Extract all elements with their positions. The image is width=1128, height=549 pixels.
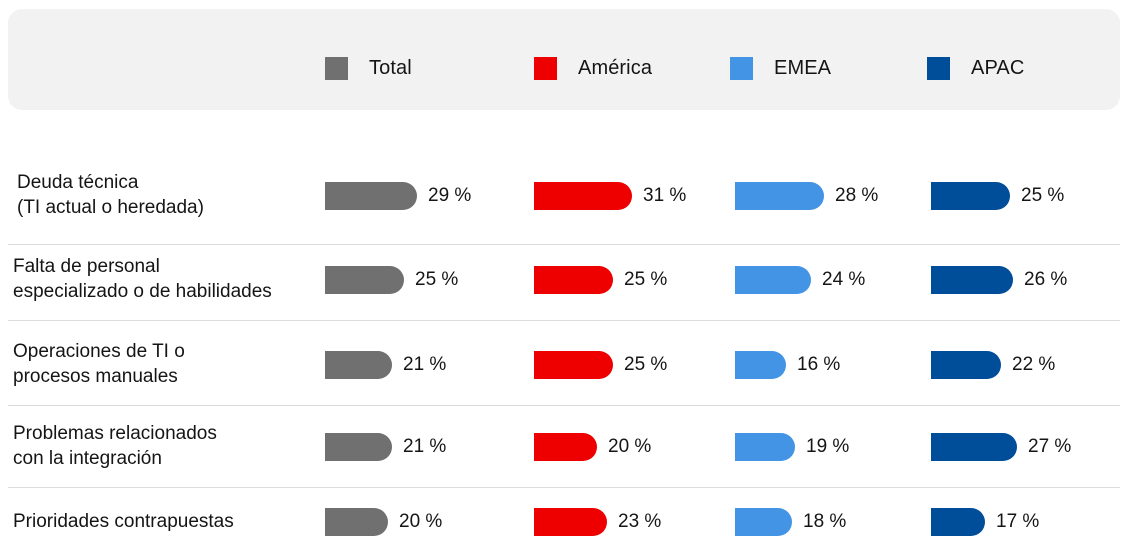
- legend-item: América: [534, 56, 652, 80]
- category-label: Problemas relacionados con la integración: [13, 421, 217, 471]
- category-label-line: (TI actual o heredada): [17, 197, 204, 218]
- bar: [735, 266, 811, 294]
- bar: [931, 182, 1010, 210]
- legend-item: EMEA: [730, 56, 831, 80]
- bar-value-label: 21 %: [403, 436, 447, 457]
- bar: [735, 433, 795, 461]
- bar: [325, 351, 392, 379]
- bar-value-label: 25 %: [415, 269, 459, 290]
- legend-item: APAC: [927, 56, 1024, 80]
- bar: [534, 182, 632, 210]
- legend-label: APAC: [971, 56, 1025, 79]
- bar-value-label: 20 %: [399, 511, 443, 532]
- bar-value-label: 25 %: [1021, 185, 1065, 206]
- bar: [534, 266, 613, 294]
- legend: Total América EMEA APAC: [8, 9, 1120, 110]
- bar-value-label: 18 %: [803, 511, 847, 532]
- bar-value-label: 16 %: [797, 354, 841, 375]
- legend-item: Total: [325, 56, 412, 80]
- legend-swatch: [534, 56, 557, 80]
- bar: [931, 266, 1013, 294]
- bar-value-label: 28 %: [835, 185, 879, 206]
- bar: [735, 508, 792, 536]
- bar: [931, 508, 985, 536]
- bar-value-label: 21 %: [403, 354, 447, 375]
- bar-value-label: 20 %: [608, 436, 652, 457]
- bar: [325, 266, 404, 294]
- bar: [735, 351, 786, 379]
- bar: [735, 182, 824, 210]
- bar-value-label: 26 %: [1024, 269, 1068, 290]
- row-divider: [8, 244, 1120, 245]
- bar: [931, 433, 1017, 461]
- category-label-line: Deuda técnica: [17, 172, 139, 193]
- category-label: Deuda técnica (TI actual o heredada): [17, 170, 204, 220]
- category-label-line: especializado o de habilidades: [13, 281, 272, 302]
- category-label-line: Operaciones de TI o: [13, 341, 185, 362]
- legend-label: EMEA: [774, 56, 832, 79]
- category-label: Prioridades contrapuestas: [13, 509, 234, 534]
- category-label: Operaciones de TI o procesos manuales: [13, 339, 185, 389]
- category-label-line: Problemas relacionados: [13, 423, 217, 444]
- bar: [325, 508, 388, 536]
- legend-label: Total: [369, 56, 412, 79]
- bar-value-label: 23 %: [618, 511, 662, 532]
- bar-value-label: 27 %: [1028, 436, 1072, 457]
- row-divider: [8, 487, 1120, 488]
- bar: [534, 433, 597, 461]
- bar-value-label: 29 %: [428, 185, 472, 206]
- bar-value-label: 25 %: [624, 269, 668, 290]
- row-divider: [8, 320, 1120, 321]
- category-label-line: Prioridades contrapuestas: [13, 510, 234, 532]
- category-label-line: Falta de personal: [13, 256, 160, 277]
- bar-value-label: 25 %: [624, 354, 668, 375]
- bar-value-label: 31 %: [643, 185, 687, 206]
- legend-swatch: [325, 56, 348, 80]
- bar: [325, 433, 392, 461]
- legend-swatch: [730, 56, 753, 80]
- bar: [325, 182, 417, 210]
- bar: [534, 351, 613, 379]
- bar: [534, 508, 607, 536]
- row-divider: [8, 405, 1120, 406]
- category-label-line: procesos manuales: [13, 366, 178, 387]
- bar-value-label: 22 %: [1012, 354, 1056, 375]
- legend-swatch: [927, 56, 950, 80]
- category-label-line: con la integración: [13, 448, 162, 469]
- bar: [931, 351, 1001, 379]
- legend-label: América: [578, 56, 653, 79]
- bar-value-label: 19 %: [806, 436, 850, 457]
- bar-value-label: 24 %: [822, 269, 866, 290]
- bar-value-label: 17 %: [996, 511, 1040, 532]
- category-label: Falta de personal especializado o de habi…: [13, 254, 272, 304]
